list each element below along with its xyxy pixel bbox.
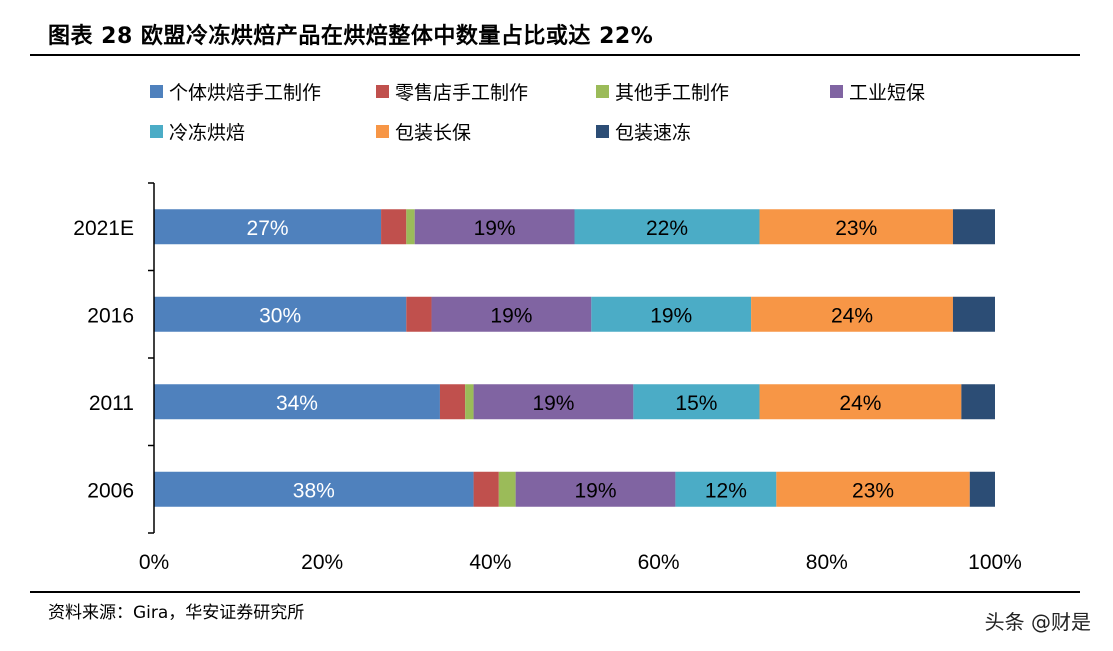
bar-segment — [961, 384, 995, 420]
bar-segment — [154, 471, 474, 507]
legend-swatch — [596, 125, 609, 138]
legend-label: 其他手工制作 — [615, 82, 730, 104]
x-tick-label: 40% — [469, 551, 511, 574]
legend-label: 零售店手工制作 — [395, 82, 529, 104]
bar-segment — [952, 209, 995, 245]
bar-segment — [406, 296, 432, 332]
bar-segment — [952, 296, 995, 332]
bar-segment — [465, 384, 474, 420]
bar-segment — [515, 471, 676, 507]
data-label: 38% — [293, 479, 335, 502]
bar-segment — [439, 384, 466, 420]
bar-segment — [969, 471, 995, 507]
legend-label: 工业短保 — [849, 82, 926, 104]
data-label: 19% — [490, 304, 532, 327]
bar-segment — [776, 471, 970, 507]
bar-segment — [751, 296, 953, 332]
legend-swatch — [376, 85, 389, 98]
y-tick-label: 2011 — [89, 392, 134, 415]
data-label: 19% — [532, 392, 574, 415]
data-label: 22% — [646, 217, 688, 240]
title-divider — [30, 54, 1080, 56]
x-tick-label: 60% — [638, 551, 680, 574]
y-tick-label: 2016 — [87, 304, 134, 327]
bar-segment — [574, 209, 760, 245]
bar-segment — [473, 471, 499, 507]
data-label: 12% — [705, 479, 747, 502]
data-label: 24% — [831, 304, 873, 327]
legend-item: 工业短保 — [830, 78, 925, 105]
y-tick-label: 2021E — [73, 217, 134, 240]
bar-segment — [406, 209, 415, 245]
legend-item: 零售店手工制作 — [376, 78, 528, 105]
bar-segment — [498, 471, 516, 507]
bar-segment — [154, 209, 382, 245]
source-note: 资料来源：Gira，华安证券研究所 — [48, 603, 305, 623]
data-label: 24% — [839, 392, 881, 415]
x-tick-label: 20% — [301, 551, 343, 574]
data-label: 19% — [575, 479, 617, 502]
legend-swatch — [596, 85, 609, 98]
data-label: 30% — [259, 304, 301, 327]
data-label: 23% — [835, 217, 877, 240]
bar-segment — [154, 384, 440, 420]
legend-item: 个体烘焙手工制作 — [150, 78, 321, 105]
bar-segment — [591, 296, 752, 332]
legend-item: 其他手工制作 — [596, 78, 729, 105]
data-label: 15% — [675, 392, 717, 415]
bar-segment — [414, 209, 575, 245]
legend-item: 包装长保 — [376, 118, 471, 145]
legend-label: 冷冻烘焙 — [169, 122, 246, 144]
legend-item: 冷冻烘焙 — [150, 118, 245, 145]
bar-segment — [431, 296, 592, 332]
bar-segment — [633, 384, 760, 420]
bar-segment — [675, 471, 777, 507]
bar-segment — [381, 209, 407, 245]
bar-segment — [154, 296, 407, 332]
legend-item: 包装速冻 — [596, 118, 691, 145]
watermark: 头条 @财是 — [984, 610, 1091, 634]
data-label: 23% — [852, 479, 894, 502]
x-tick-label: 80% — [806, 551, 848, 574]
data-label: 19% — [474, 217, 516, 240]
x-tick-label: 100% — [968, 551, 1022, 574]
source-divider — [30, 591, 1080, 593]
y-tick-label: 2006 — [87, 479, 134, 502]
data-label: 27% — [247, 217, 289, 240]
data-label: 34% — [276, 392, 318, 415]
legend-label: 包装速冻 — [615, 122, 692, 144]
legend-label: 个体烘焙手工制作 — [169, 82, 322, 104]
data-label: 19% — [650, 304, 692, 327]
chart-title: 图表 28 欧盟冷冻烘焙产品在烘焙整体中数量占比或达 22% — [48, 24, 654, 49]
bar-segment — [759, 384, 962, 420]
legend-swatch — [830, 85, 843, 98]
bar-segment — [473, 384, 634, 420]
legend-swatch — [150, 125, 163, 138]
legend-swatch — [376, 125, 389, 138]
legend-label: 包装长保 — [395, 122, 472, 144]
x-tick-label: 0% — [139, 551, 169, 574]
bar-segment — [759, 209, 953, 245]
legend-swatch — [150, 85, 163, 98]
